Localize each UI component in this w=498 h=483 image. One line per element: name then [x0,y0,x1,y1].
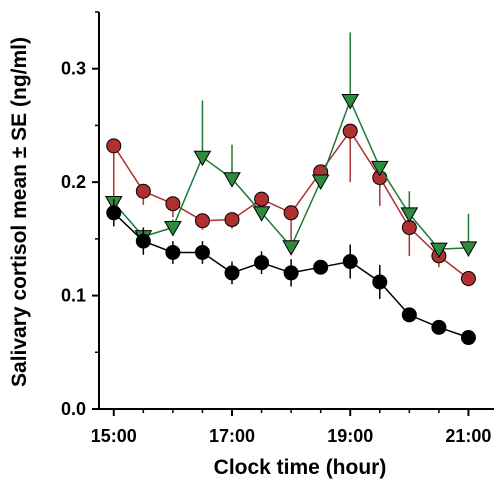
y-tick-label-2: 0.2 [61,172,86,192]
y-tick-label-0: 0.0 [61,399,86,419]
x-tick-label-3: 21:00 [445,426,491,446]
plot-area [104,32,478,346]
series-0-point-6 [283,265,299,281]
series-2-point-3 [193,150,212,167]
series-2-point-4 [223,172,241,188]
series-0-point-0 [106,205,122,221]
series-2-point-8 [341,93,360,110]
series-0 [106,199,476,346]
series-1-point-2 [165,196,181,212]
series-0-point-4 [224,265,240,281]
axes: 0.0 0.1 0.2 0.3 15:00 17:00 19:00 21:00 [61,11,494,446]
series-1-point-12 [460,271,476,287]
series-0-point-8 [342,254,358,270]
series-1-point-6 [283,205,299,221]
series-1 [106,123,476,287]
x-tick-label-2: 19:00 [327,426,373,446]
series-2-point-9 [370,160,389,177]
series-2-point-2 [164,221,182,237]
series-0-point-3 [194,244,210,260]
series-1-point-0 [106,138,122,154]
series-0-point-2 [165,244,181,260]
series-1-point-8 [342,123,358,139]
series-0-point-11 [431,319,447,335]
x-axis-label: Clock time (hour) [214,456,387,479]
series-1-point-1 [135,183,151,199]
series-2-point-6 [282,240,300,256]
series-0-point-5 [254,255,270,271]
y-tick-label-1: 0.1 [61,286,86,306]
series-0-point-1 [135,233,151,249]
series-0-point-9 [372,274,388,290]
series-2-point-5 [252,206,271,222]
series-2-point-10 [400,207,419,223]
series-1-point-4 [224,212,240,228]
series-2-point-7 [311,174,330,191]
x-tick-label-1: 17:00 [209,426,255,446]
series-2-point-11 [430,242,448,259]
y-axis-label: Salivary cortisol mean ± SE (ng/ml) [8,37,31,387]
series-0-point-12 [460,330,476,346]
x-tick-label-0: 15:00 [91,426,137,446]
series-2-point-12 [459,241,478,257]
series-1-point-5 [254,191,270,207]
series-0-point-10 [401,307,417,323]
series-0-point-7 [313,259,329,275]
y-tick-label-3: 0.3 [61,59,86,79]
series-1-point-3 [194,213,210,229]
